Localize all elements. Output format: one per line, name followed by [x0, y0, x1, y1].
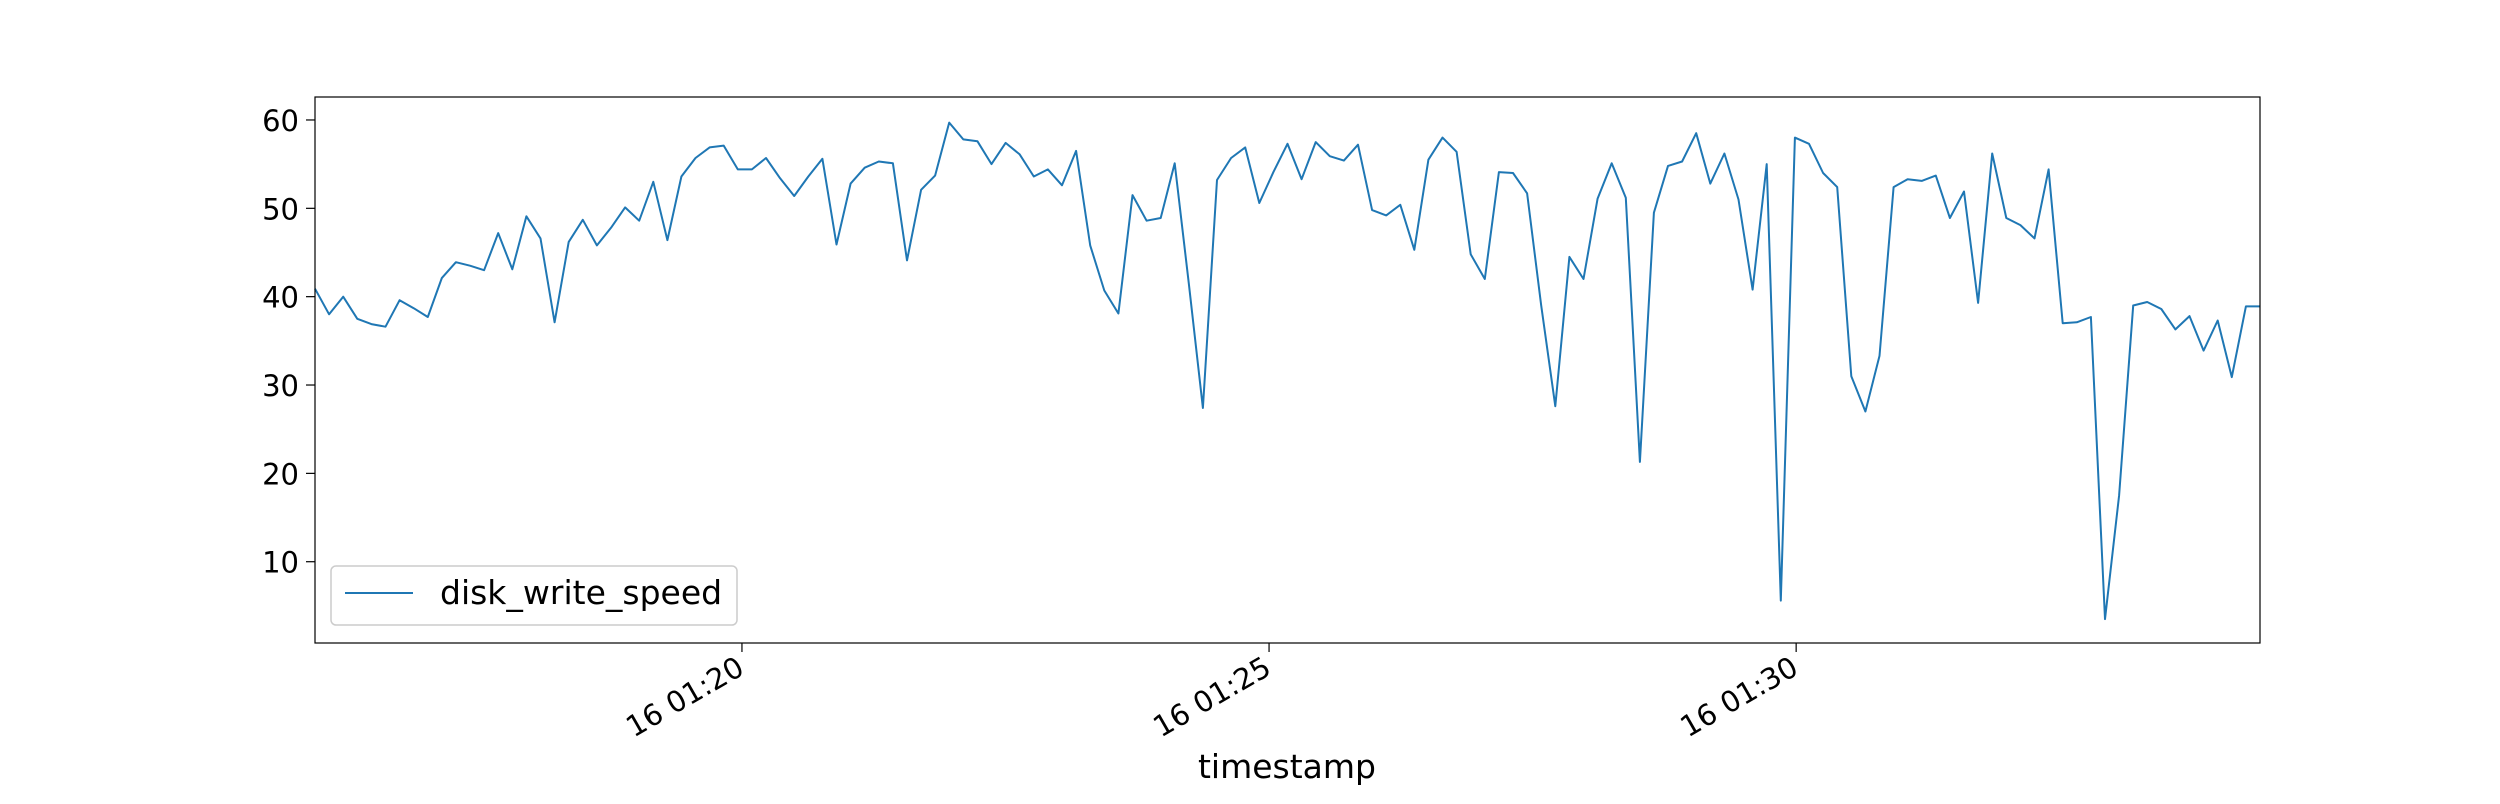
legend-box [330, 565, 738, 626]
y-tick-label: 10 [262, 546, 299, 580]
y-tick-label: 40 [262, 281, 299, 315]
y-tick-label: 20 [262, 457, 299, 491]
y-axis: 10 20 30 40 50 60 [262, 104, 315, 580]
y-tick-label: 30 [262, 369, 299, 403]
y-tick-label: 60 [262, 104, 299, 138]
legend-label: disk_write_speed [440, 573, 722, 612]
series-line [314, 121, 2260, 621]
x-axis: 16 01:20 16 01:25 16 01:30 [620, 643, 1804, 744]
x-tick-label: 16 01:30 [1674, 650, 1803, 744]
y-tick-label: 50 [262, 192, 299, 226]
x-tick-label: 16 01:25 [1147, 650, 1276, 744]
legend: disk_write_speed [330, 565, 738, 626]
x-axis-label: timestamp [1198, 747, 1376, 786]
plot-frame [314, 96, 2261, 644]
x-tick-label: 16 01:20 [620, 650, 749, 744]
series-layer [314, 121, 2260, 621]
